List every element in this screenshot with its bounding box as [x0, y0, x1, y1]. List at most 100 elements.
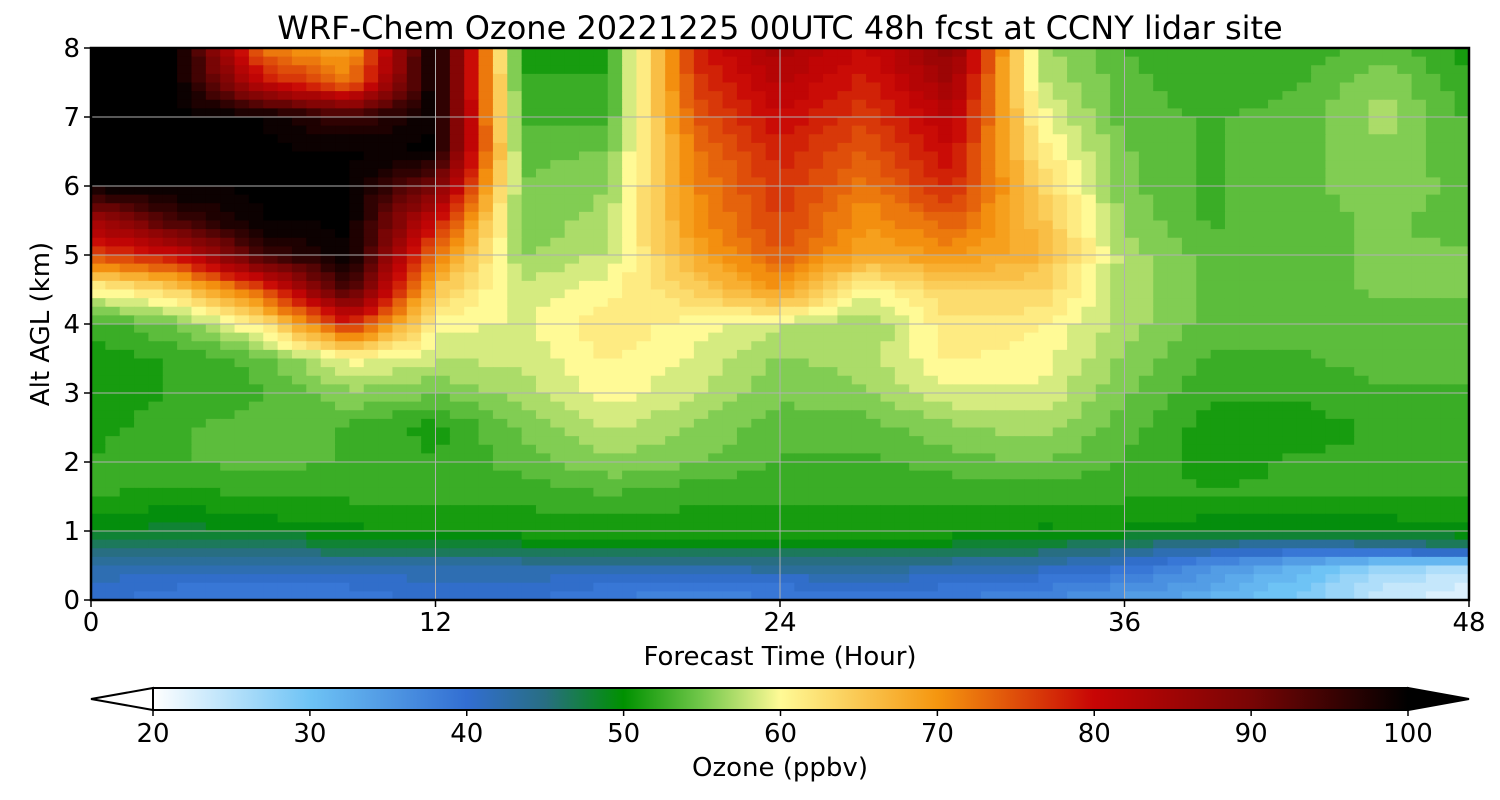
heatmap-cell [650, 349, 666, 360]
heatmap-cell [722, 73, 738, 84]
heatmap-cell [234, 427, 250, 437]
heatmap-cell [679, 194, 695, 204]
heatmap-cell [1354, 324, 1370, 334]
heatmap-cell [1368, 186, 1384, 196]
heatmap-cell [966, 280, 982, 291]
heatmap-cell [995, 117, 1011, 127]
heatmap-cell [1311, 427, 1327, 437]
heatmap-cell [636, 375, 652, 385]
heatmap-cell [823, 427, 839, 437]
heatmap-cell [1354, 272, 1370, 282]
heatmap-cell [1425, 289, 1441, 299]
heatmap-cell [622, 117, 638, 127]
heatmap-cell [579, 349, 594, 360]
heatmap-cell [492, 255, 508, 265]
heatmap-cell [751, 367, 767, 377]
heatmap-cell [277, 151, 293, 161]
heatmap-cell [492, 99, 508, 109]
heatmap-cell [679, 453, 695, 463]
heatmap-cell [1239, 444, 1255, 454]
heatmap-cell [966, 393, 982, 403]
heatmap-cell [507, 229, 523, 239]
heatmap-cell [866, 384, 882, 394]
heatmap-cell [923, 177, 939, 187]
heatmap-cell [923, 263, 939, 273]
heatmap-cell [1339, 401, 1355, 411]
heatmap-cell [794, 332, 810, 342]
heatmap-cell [1282, 211, 1298, 222]
heatmap-cell [335, 229, 350, 239]
heatmap-cell [1253, 418, 1269, 429]
heatmap-cell [1153, 65, 1169, 75]
heatmap-cell [1454, 160, 1469, 170]
heatmap-cell [105, 255, 121, 265]
heatmap-cell [248, 358, 264, 368]
heatmap-cell [1124, 48, 1140, 58]
heatmap-cell [751, 298, 767, 308]
heatmap-cell [980, 332, 996, 342]
heatmap-cell [435, 220, 451, 230]
heatmap-cell [392, 220, 408, 230]
heatmap-cell [722, 358, 738, 368]
heatmap-cell [1124, 203, 1140, 213]
heatmap-cell [837, 427, 853, 437]
heatmap-cell [1268, 177, 1283, 187]
heatmap-cell [1354, 298, 1370, 308]
heatmap-cell [880, 255, 896, 265]
heatmap-cell [894, 151, 910, 161]
heatmap-cell [1181, 427, 1197, 437]
heatmap-cell [693, 255, 709, 265]
heatmap-cell [708, 177, 724, 187]
heatmap-cell [378, 168, 394, 178]
heatmap-cell [1067, 263, 1083, 273]
heatmap-cell [263, 117, 279, 127]
heatmap-cell [693, 246, 709, 256]
heatmap-cell [765, 168, 781, 178]
heatmap-cell [909, 220, 925, 230]
heatmap-cell [1038, 375, 1054, 385]
heatmap-cell [1296, 48, 1312, 58]
heatmap-cell [449, 436, 465, 446]
heatmap-cell [665, 134, 681, 144]
heatmap-cell [105, 289, 121, 299]
heatmap-cell [535, 177, 551, 187]
heatmap-cell [1368, 410, 1384, 420]
heatmap-cell [937, 427, 953, 437]
heatmap-cell [823, 82, 839, 92]
heatmap-cell [148, 237, 164, 247]
heatmap-cell [765, 358, 781, 368]
heatmap-cell [550, 289, 566, 299]
heatmap-cell [421, 324, 437, 334]
heatmap-cell [650, 125, 666, 135]
heatmap-cell [622, 186, 638, 196]
heatmap-cell [148, 246, 164, 256]
heatmap-cell [378, 418, 394, 429]
heatmap-cell [1239, 186, 1255, 196]
heatmap-cell [535, 168, 551, 178]
heatmap-cell [1024, 125, 1039, 135]
heatmap-cell [492, 315, 508, 325]
heatmap-cell [277, 255, 293, 265]
heatmap-cell [1239, 65, 1255, 75]
heatmap-cell [894, 427, 910, 437]
heatmap-cell [1454, 263, 1469, 273]
heatmap-cell [220, 108, 236, 118]
heatmap-cell [622, 332, 638, 342]
heatmap-cell [1210, 168, 1226, 178]
heatmap-cell [722, 401, 738, 411]
heatmap-cell [1339, 237, 1355, 247]
heatmap-cell [751, 108, 767, 118]
heatmap-cell [1024, 263, 1039, 273]
heatmap-cell [593, 91, 609, 101]
heatmap-cell [650, 246, 666, 256]
heatmap-cell [923, 401, 939, 411]
heatmap-cell [1397, 444, 1413, 454]
heatmap-cell [564, 263, 580, 273]
heatmap-cell [622, 349, 638, 360]
heatmap-cell [952, 332, 968, 342]
heatmap-cell [823, 246, 839, 256]
heatmap-cell [751, 341, 767, 351]
heatmap-cell [535, 73, 551, 84]
heatmap-cell [492, 453, 508, 463]
heatmap-cell [335, 186, 350, 196]
